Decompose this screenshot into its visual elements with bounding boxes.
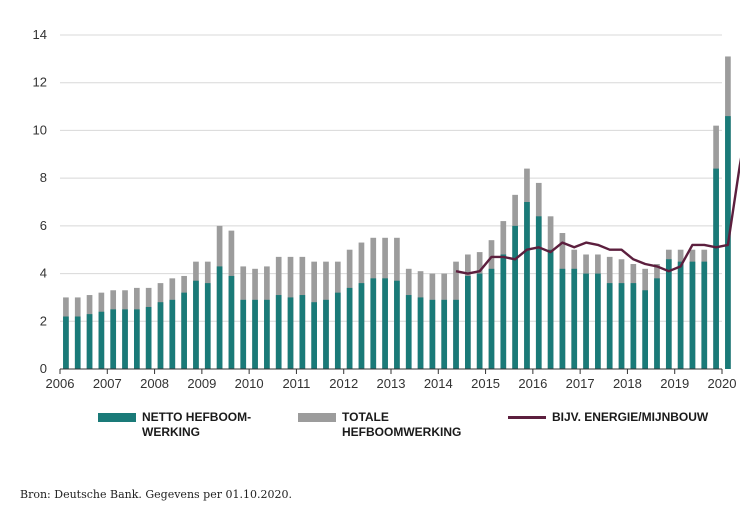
x-tick-label: 2009	[187, 376, 216, 391]
net-bar	[559, 268, 566, 369]
net-bar	[98, 311, 105, 369]
net-bar	[287, 297, 294, 369]
net-bar	[74, 316, 81, 369]
x-tick-labels: 2006 2007 2008 2009 2010 2011 2012 2013 2014 2015…	[46, 376, 737, 391]
y-tick-label: 10	[33, 122, 47, 137]
source-note: Bron: Deutsche Bank. Gegevens per 01.10.…	[20, 488, 292, 501]
x-tick-label: 2020	[708, 376, 737, 391]
net-bar	[323, 299, 329, 369]
x-tick-label: 2016	[518, 376, 547, 391]
x-tick-label: 2006	[46, 376, 75, 391]
x-tick-label: 2011	[282, 376, 310, 391]
x-tick-label: 2014	[424, 376, 453, 391]
net-bar	[157, 302, 164, 369]
legend-label-net: NETTO HEFBOOM- WERKING	[142, 410, 252, 439]
net-bar	[665, 259, 672, 369]
x-tick-label: 2008	[140, 376, 169, 391]
net-bar	[713, 168, 719, 369]
y-tick-label: 4	[40, 266, 47, 281]
net-bar	[465, 275, 471, 369]
net-bar	[63, 316, 69, 369]
net-bar	[677, 261, 684, 369]
net-bar	[311, 302, 317, 369]
net-bar	[228, 275, 235, 369]
net-bar	[606, 283, 613, 369]
net-bar	[86, 314, 93, 369]
net-bar	[193, 280, 199, 369]
net-bar	[689, 261, 696, 369]
net-bar	[429, 299, 436, 369]
y-tick-labels: 0 2 4 6 8 10 12 14	[33, 27, 47, 376]
net-bar	[169, 299, 176, 369]
net-bar	[547, 249, 554, 369]
net-bar	[204, 283, 211, 369]
y-tick-label: 14	[33, 27, 47, 42]
energy-mining-line	[455, 157, 740, 275]
net-bar	[488, 268, 495, 369]
net-bar	[299, 295, 306, 369]
net-bar	[275, 295, 282, 369]
legend-net: NETTO HEFBOOM- WERKING	[98, 410, 251, 440]
net-bar	[701, 261, 708, 369]
net-bar	[512, 225, 518, 369]
net-bar	[441, 299, 448, 369]
net-bar	[394, 280, 400, 369]
legend-swatch-net	[98, 413, 136, 422]
x-tick-label: 2010	[235, 376, 264, 391]
x-tick-label: 2015	[471, 376, 500, 391]
axes	[59, 368, 723, 374]
net-bar	[405, 295, 412, 369]
net-bar	[181, 292, 187, 369]
net-bar	[583, 273, 589, 369]
net-bar	[476, 273, 483, 369]
net-bar	[524, 202, 530, 369]
legend-label-energy: BIJV. ENERGIE/MIJNBOUW	[552, 410, 709, 424]
legend-energy: BIJV. ENERGIE/MIJNBOUW	[508, 410, 708, 425]
y-tick-label: 8	[40, 170, 47, 185]
net-bar	[240, 299, 247, 369]
net-bar	[453, 299, 459, 369]
net-bar	[334, 292, 341, 369]
net-bar	[382, 278, 388, 369]
y-tick-label: 2	[40, 313, 47, 328]
x-tick-label: 2007	[93, 376, 122, 391]
net-bar	[264, 299, 270, 369]
legend-total: TOTALE HEFBOOMWERKING	[298, 410, 461, 440]
net-bar	[216, 266, 223, 369]
net-bar	[535, 216, 542, 369]
x-tick-label: 2012	[329, 376, 358, 391]
x-tick-label: 2013	[377, 376, 406, 391]
net-bar	[618, 283, 625, 369]
net-bar	[358, 283, 365, 369]
net-bar	[417, 297, 424, 369]
legend-swatch-total	[298, 413, 336, 422]
net-bar	[654, 278, 660, 369]
legend-swatch-energy	[508, 416, 546, 419]
net-bar	[370, 278, 377, 369]
x-tick-label: 2019	[660, 376, 689, 391]
net-bar	[630, 283, 637, 369]
y-tick-label: 12	[33, 75, 47, 90]
x-tick-label: 2018	[613, 376, 642, 391]
x-tick-label: 2017	[566, 376, 595, 391]
net-bar	[346, 287, 353, 369]
net-bar	[571, 268, 578, 369]
gridlines	[60, 34, 722, 322]
y-tick-label: 6	[40, 218, 47, 233]
y-tick-label: 0	[40, 361, 47, 376]
net-bar	[110, 309, 117, 369]
net-bar	[122, 309, 128, 369]
net-bar	[595, 273, 601, 369]
net-bar	[252, 299, 258, 369]
net-bar	[145, 306, 152, 369]
net-bar	[642, 290, 648, 369]
net-bar	[500, 254, 507, 369]
chart: 0 2 4 6 8 10 12 14 2006 2007 2008 2009 2010 2011 2012…	[33, 27, 740, 391]
energy-line	[455, 157, 740, 275]
net-bar	[134, 309, 140, 369]
legend-label-total: TOTALE HEFBOOMWERKING	[342, 410, 462, 439]
